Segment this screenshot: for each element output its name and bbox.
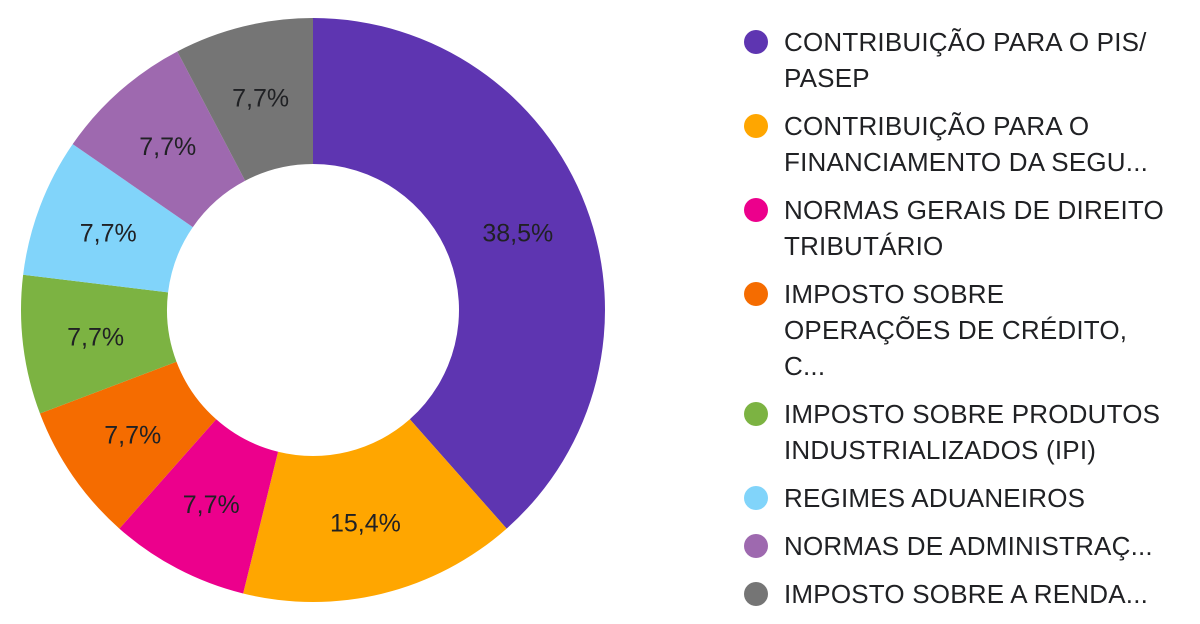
slice-label-5: 7,7% (80, 219, 137, 247)
legend-label: NORMAS GERAIS DE DIREITO TRIBUTÁRIO (784, 195, 1164, 261)
legend-item-3[interactable]: IMPOSTO SOBRE OPERAÇÕES DE CRÉDITO, C... (744, 276, 1184, 384)
legend-item-1[interactable]: CONTRIBUIÇÃO PARA O FINANCIAMENTO DA SEG… (744, 108, 1184, 180)
slice-label-4: 7,7% (67, 323, 124, 351)
legend-label: REGIMES ADUANEIROS (784, 483, 1086, 513)
legend-item-2[interactable]: NORMAS GERAIS DE DIREITO TRIBUTÁRIO (744, 192, 1184, 264)
legend-item-5[interactable]: REGIMES ADUANEIROS (744, 480, 1184, 516)
legend-swatch-icon (744, 402, 768, 426)
slice-5[interactable] (23, 144, 193, 293)
slice-label-0: 38,5% (482, 219, 553, 247)
slice-1[interactable] (243, 419, 507, 602)
slice-labels: 38,5% 15,4% 7,7% 7,7% 7,7% 7,7% 7,7% 7,7% (67, 84, 553, 537)
legend-label: NORMAS DE ADMINISTRAÇ... (784, 531, 1153, 561)
legend-swatch-icon (744, 114, 768, 138)
legend-swatch-icon (744, 30, 768, 54)
slice-label-1: 15,4% (330, 510, 401, 538)
legend-item-6[interactable]: NORMAS DE ADMINISTRAÇ... (744, 528, 1184, 564)
legend-label: CONTRIBUIÇÃO PARA O PIS/ PASEP (784, 27, 1147, 93)
legend: CONTRIBUIÇÃO PARA O PIS/ PASEP CONTRIBUIÇ… (744, 24, 1184, 624)
slice-3[interactable] (39, 361, 217, 529)
legend-swatch-icon (744, 198, 768, 222)
slice-7[interactable] (177, 18, 313, 181)
donut-chart: 38,5% 15,4% 7,7% 7,7% 7,7% 7,7% 7,7% 7,7% (21, 18, 605, 602)
slice-label-6: 7,7% (139, 133, 196, 161)
slice-4[interactable] (21, 274, 177, 414)
slice-2[interactable] (119, 419, 279, 594)
legend-label: CONTRIBUIÇÃO PARA O FINANCIAMENTO DA SEG… (784, 111, 1149, 177)
slice-label-3: 7,7% (104, 421, 161, 449)
slice-label-7: 7,7% (232, 84, 289, 112)
legend-label: IMPOSTO SOBRE PRODUTOS INDUSTRIALIZADOS … (784, 399, 1161, 465)
slices (21, 18, 605, 602)
slice-0[interactable] (313, 18, 605, 529)
legend-swatch-icon (744, 534, 768, 558)
slice-6[interactable] (72, 51, 246, 228)
legend-label: IMPOSTO SOBRE A RENDA... (784, 579, 1149, 609)
legend-item-0[interactable]: CONTRIBUIÇÃO PARA O PIS/ PASEP (744, 24, 1184, 96)
legend-label: IMPOSTO SOBRE OPERAÇÕES DE CRÉDITO, C... (784, 279, 1128, 381)
legend-swatch-icon (744, 486, 768, 510)
legend-item-4[interactable]: IMPOSTO SOBRE PRODUTOS INDUSTRIALIZADOS … (744, 396, 1184, 468)
slice-label-2: 7,7% (183, 491, 240, 519)
legend-item-7[interactable]: IMPOSTO SOBRE A RENDA... (744, 576, 1184, 612)
legend-swatch-icon (744, 582, 768, 606)
legend-swatch-icon (744, 282, 768, 306)
